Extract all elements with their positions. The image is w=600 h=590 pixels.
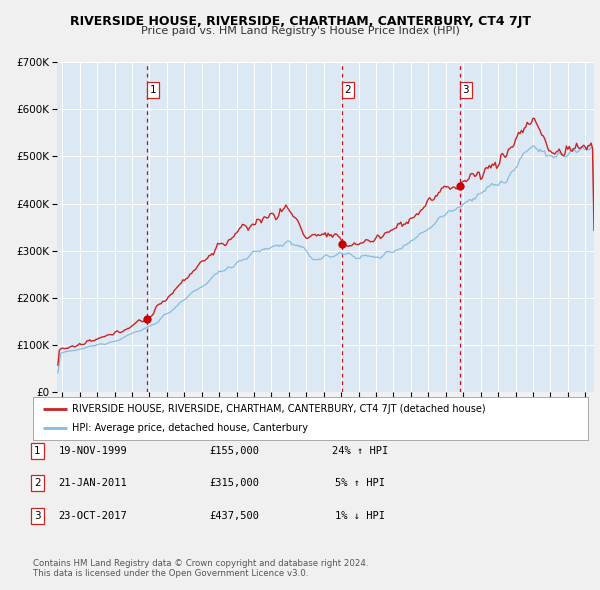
Text: Contains HM Land Registry data © Crown copyright and database right 2024.
This d: Contains HM Land Registry data © Crown c… (33, 559, 368, 578)
Text: 21-JAN-2011: 21-JAN-2011 (59, 478, 127, 488)
Text: 23-OCT-2017: 23-OCT-2017 (59, 511, 127, 520)
Text: RIVERSIDE HOUSE, RIVERSIDE, CHARTHAM, CANTERBURY, CT4 7JT: RIVERSIDE HOUSE, RIVERSIDE, CHARTHAM, CA… (70, 15, 530, 28)
Text: 3: 3 (34, 511, 41, 520)
Text: 2: 2 (344, 86, 352, 95)
Text: HPI: Average price, detached house, Canterbury: HPI: Average price, detached house, Cant… (72, 423, 308, 433)
Text: £155,000: £155,000 (209, 446, 259, 455)
Text: 3: 3 (463, 86, 469, 95)
Text: £315,000: £315,000 (209, 478, 259, 488)
Text: 5% ↑ HPI: 5% ↑ HPI (335, 478, 385, 488)
Text: 19-NOV-1999: 19-NOV-1999 (59, 446, 127, 455)
Text: 1% ↓ HPI: 1% ↓ HPI (335, 511, 385, 520)
Text: 24% ↑ HPI: 24% ↑ HPI (332, 446, 388, 455)
Text: Price paid vs. HM Land Registry's House Price Index (HPI): Price paid vs. HM Land Registry's House … (140, 26, 460, 36)
Text: £437,500: £437,500 (209, 511, 259, 520)
Text: 1: 1 (150, 86, 157, 95)
Text: 1: 1 (34, 446, 41, 455)
Text: RIVERSIDE HOUSE, RIVERSIDE, CHARTHAM, CANTERBURY, CT4 7JT (detached house): RIVERSIDE HOUSE, RIVERSIDE, CHARTHAM, CA… (72, 404, 485, 414)
Text: 2: 2 (34, 478, 41, 488)
